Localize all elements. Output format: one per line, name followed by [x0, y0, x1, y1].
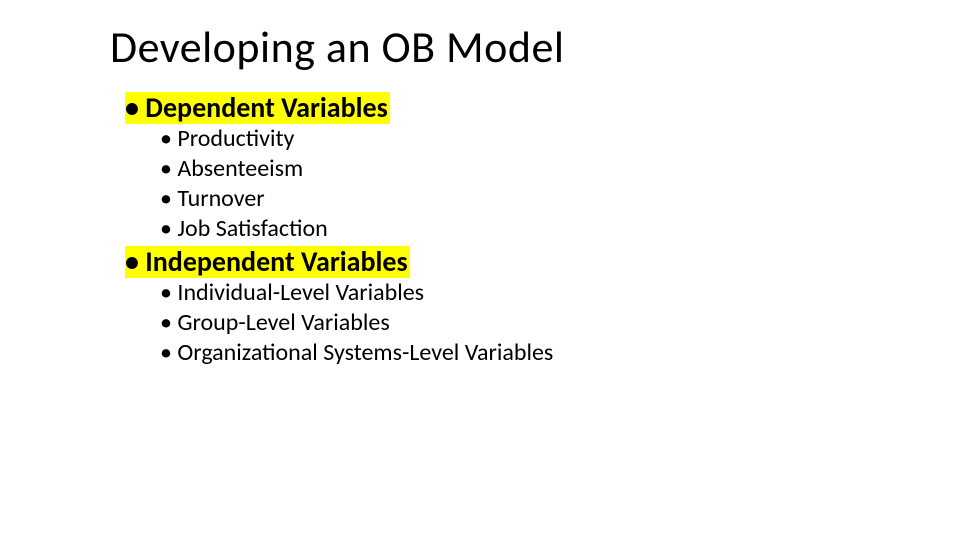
- list-item: • Turnover: [160, 184, 960, 214]
- section-dependent: • Dependent Variables • Productivity • A…: [110, 92, 960, 244]
- bullet-icon: •: [125, 92, 139, 124]
- item-label: Individual-Level Variables: [177, 278, 424, 307]
- section-header-label: Independent Variables: [145, 244, 407, 279]
- item-label: Group-Level Variables: [177, 308, 389, 337]
- section-independent: • Independent Variables • Individual-Lev…: [110, 246, 960, 368]
- slide-title: Developing an OB Model: [110, 20, 960, 74]
- bullet-icon: •: [160, 154, 172, 183]
- list-item: • Job Satisfaction: [160, 214, 960, 244]
- item-label: Productivity: [177, 124, 294, 153]
- bullet-icon: •: [125, 246, 139, 278]
- list-item: • Absenteeism: [160, 154, 960, 184]
- section-header-wrap: • Independent Variables: [110, 246, 960, 278]
- item-label: Organizational Systems-Level Variables: [177, 338, 553, 367]
- list-item: • Organizational Systems-Level Variables: [160, 338, 960, 368]
- list-item: • Individual-Level Variables: [160, 278, 960, 308]
- section-header-independent: • Independent Variables: [125, 246, 410, 278]
- list-item: • Productivity: [160, 124, 960, 154]
- section-header-wrap: • Dependent Variables: [110, 92, 960, 124]
- bullet-icon: •: [160, 338, 172, 367]
- bullet-icon: •: [160, 278, 172, 307]
- sub-list-independent: • Individual-Level Variables • Group-Lev…: [160, 278, 960, 368]
- list-item: • Group-Level Variables: [160, 308, 960, 338]
- item-label: Job Satisfaction: [177, 214, 327, 243]
- bullet-icon: •: [160, 184, 172, 213]
- bullet-icon: •: [160, 308, 172, 337]
- slide-container: Developing an OB Model • Dependent Varia…: [0, 0, 960, 368]
- sub-list-dependent: • Productivity • Absenteeism • Turnover …: [160, 124, 960, 244]
- item-label: Absenteeism: [177, 154, 303, 183]
- section-header-label: Dependent Variables: [145, 90, 387, 125]
- bullet-icon: •: [160, 214, 172, 243]
- item-label: Turnover: [177, 184, 264, 213]
- section-header-dependent: • Dependent Variables: [125, 92, 390, 124]
- bullet-icon: •: [160, 124, 172, 153]
